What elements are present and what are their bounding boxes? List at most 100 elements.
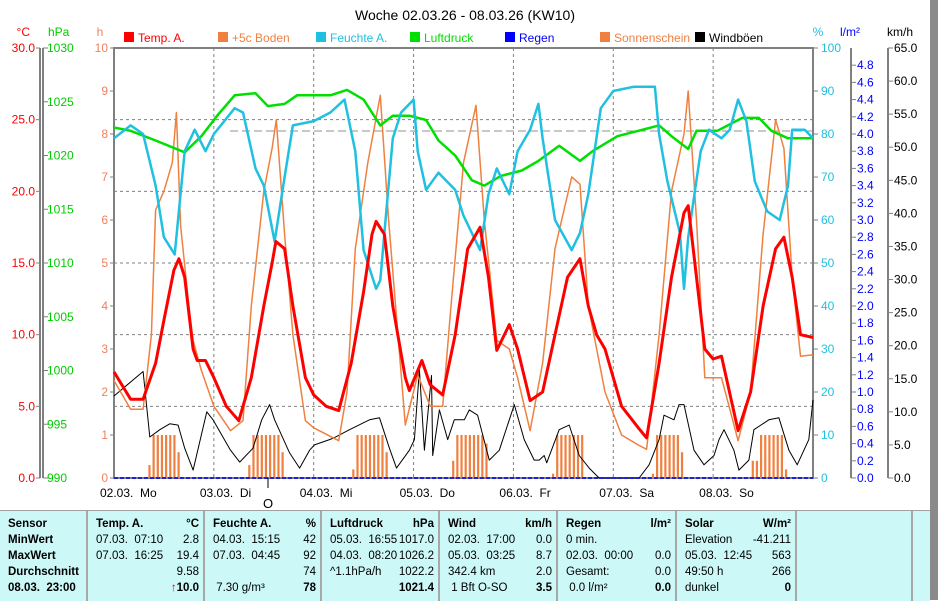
legend-label: Temp. A. [138, 31, 185, 45]
stats-label: 02.03. 17:00 [448, 534, 516, 546]
column-header: Feuchte A. [213, 518, 272, 530]
sun-tick-label: 3 [101, 342, 108, 356]
column-header: Sensor [8, 518, 47, 530]
x-tick-label: 06.03. Fr [499, 486, 550, 500]
stats-column-regen: Regen l/m² 0 min. 02.03. 00:00 0.0 Gesamt: 0.0… [558, 511, 677, 601]
stats-row: 05.03. 03:25 8.7 [448, 548, 552, 564]
sun-tick-label: 10 [95, 41, 109, 55]
stats-value: 1026.2 [398, 550, 434, 562]
stats-value: 9.58 [176, 566, 199, 578]
stats-label: 04.03. 08:20 [330, 550, 398, 562]
sunshine-bar [385, 452, 388, 478]
temp-tick-label: 30.0 [12, 41, 36, 55]
stats-label: 02.03. 00:00 [566, 550, 634, 562]
wind-tick-label: 20.0 [894, 339, 918, 353]
rain-tick-label: 0.8 [857, 402, 874, 416]
stats-label: 0.0 l/m² [566, 582, 608, 594]
stats-column-solar: Solar W/m² Elevation -41.211 05.03. 12:45 563… [677, 511, 797, 601]
stats-row: 74 [213, 564, 316, 580]
series-line-temp-a- [112, 204, 814, 440]
temp-unit-label: °C [17, 25, 31, 39]
rain-tick-label: 1.6 [857, 333, 874, 347]
rain-tick-label: 2.2 [857, 282, 874, 296]
sunshine-bar [481, 435, 484, 478]
rain-tick-label: 4.2 [857, 110, 874, 124]
sunshine-bar [381, 435, 384, 478]
legend-label: Windböen [709, 31, 763, 45]
stats-label: 0 min. [566, 534, 598, 546]
rain-tick-label: 0.4 [857, 437, 874, 451]
stats-value: 92 [303, 550, 316, 562]
sunshine-bar [764, 435, 767, 478]
window-edge [930, 0, 938, 600]
stats-value: 0.0 [655, 582, 671, 594]
series-line-luftdruck [113, 88, 813, 187]
sunshine-bar [668, 435, 671, 478]
humidity-tick-label: 60 [821, 213, 835, 227]
cursor-marker[interactable]: O [263, 496, 273, 510]
stats-row: 08.03. 23:00 [8, 580, 82, 596]
stats-label: Durchschnitt [8, 566, 79, 578]
legend-label: Sonnenschein [614, 31, 690, 45]
sunshine-bar [560, 435, 563, 478]
rain-tick-label: 3.0 [857, 213, 874, 227]
stats-value: 42 [303, 534, 316, 546]
stats-row: 49:50 h 266 [685, 564, 791, 580]
temp-tick-label: 0.0 [18, 471, 35, 485]
stats-row: ^1.1hPa/h 1022.2 [330, 564, 434, 580]
legend-swatch [695, 32, 705, 42]
sun-unit-label: h [97, 25, 104, 39]
stats-row: MinWert [8, 532, 82, 548]
stats-label: MaxWert [8, 550, 56, 562]
humidity-tick-label: 100 [821, 41, 841, 55]
sunshine-bar [755, 460, 759, 478]
wind-tick-label: 50.0 [894, 140, 918, 154]
sunshine-bar [564, 435, 567, 478]
sun-tick-label: 8 [101, 127, 108, 141]
pressure-tick-label: 1005 [47, 310, 74, 324]
stats-label: 1 Bft O-SO [448, 582, 508, 594]
sunshine-bar [177, 452, 180, 478]
wind-tick-label: 55.0 [894, 107, 918, 121]
stats-row: 0.0 l/m² 0.0 [566, 580, 671, 596]
pressure-unit-label: hPa [48, 25, 70, 39]
column-unit: % [305, 518, 316, 530]
stats-row: 07.03. 04:45 92 [213, 548, 316, 564]
sunshine-bar [477, 435, 480, 478]
sun-tick-label: 7 [101, 170, 108, 184]
sunshine-bar [576, 435, 580, 478]
chart-title: Woche 02.03.26 - 08.03.26 (KW10) [355, 7, 575, 23]
sunshine-bar [160, 435, 164, 478]
x-tick-label: 08.03. So [699, 486, 754, 500]
sun-tick-label: 1 [101, 428, 108, 442]
temp-tick-label: 20.0 [12, 184, 36, 198]
column-header: Temp. A. [96, 518, 144, 530]
wind-unit-label: km/h [887, 25, 913, 39]
rain-unit-label: l/m² [840, 25, 860, 39]
wind-tick-label: 25.0 [894, 306, 918, 320]
rain-tick-label: 3.4 [857, 179, 874, 193]
legend-swatch [124, 32, 134, 42]
sun-tick-label: 4 [101, 299, 108, 313]
pressure-tick-label: 1000 [47, 364, 74, 378]
sun-tick-label: 6 [101, 213, 108, 227]
legend-swatch [505, 32, 515, 42]
sunshine-bar [148, 465, 151, 478]
sunshine-bar [651, 473, 655, 478]
wind-tick-label: 45.0 [894, 173, 918, 187]
sunshine-bar [260, 435, 263, 478]
stats-value: 8.7 [536, 550, 552, 562]
rain-tick-label: 4.6 [857, 75, 874, 89]
column-unit: l/m² [650, 518, 671, 530]
rain-tick-label: 0.6 [857, 419, 874, 433]
pressure-tick-label: 1030 [47, 41, 74, 55]
humidity-unit-label: % [813, 25, 824, 39]
wind-tick-label: 10.0 [894, 405, 918, 419]
wind-tick-label: 65.0 [894, 41, 918, 55]
stats-value: 2.0 [536, 566, 552, 578]
stats-label: 08.03. 23:00 [8, 582, 76, 594]
sun-tick-label: 9 [101, 84, 108, 98]
sunshine-bar [252, 435, 255, 478]
wind-tick-label: 40.0 [894, 206, 918, 220]
sunshine-bar [672, 435, 675, 478]
